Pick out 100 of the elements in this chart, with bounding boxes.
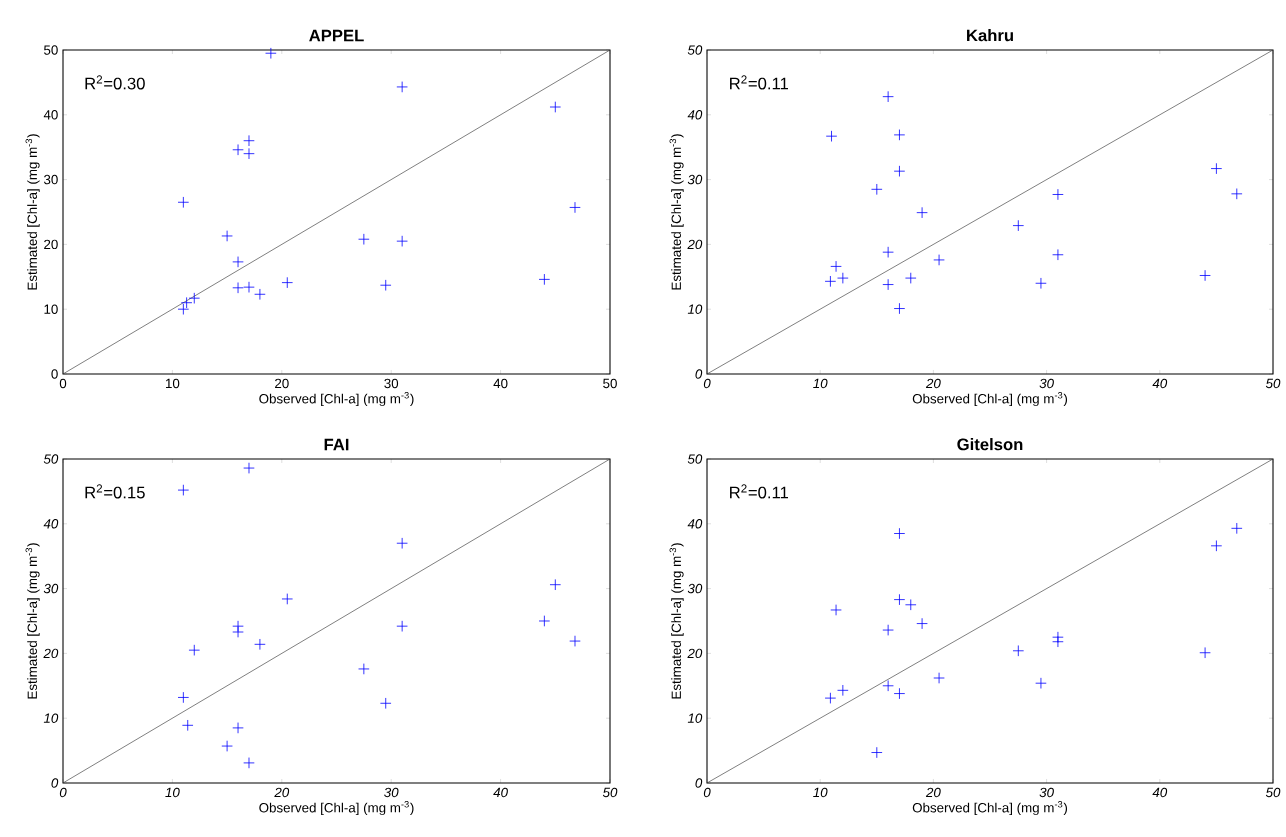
point (933, 672, 945, 684)
y-tick-label: 20 (43, 648, 59, 659)
y-tick-label: 20 (687, 239, 703, 250)
y-tick-label: 10 (687, 304, 703, 314)
point (232, 256, 244, 268)
y-tick-label: 20 (44, 239, 58, 250)
point (549, 578, 562, 591)
y-tick-label: 40 (687, 110, 703, 120)
point (243, 281, 255, 293)
point (221, 230, 233, 242)
point (569, 635, 581, 647)
point (1231, 522, 1243, 535)
y-tick-label: 50 (687, 454, 703, 464)
x-axis-title: Observed [Chl-a] (mg m$^{-3}$) (259, 800, 414, 816)
x-tick-label: 10 (166, 378, 180, 389)
point (281, 593, 294, 605)
x-tick-label: 0 (59, 787, 67, 798)
y-tick-label: 50 (43, 454, 59, 464)
x-tick-label: 20 (275, 378, 289, 389)
y-tick-label: 30 (687, 174, 703, 185)
point (916, 206, 928, 219)
x-axis-title: Observed [Chl-a] (mg m$^{-3}$) (259, 391, 414, 407)
x-tick-label: 30 (1039, 787, 1054, 798)
point (177, 303, 190, 315)
point (396, 235, 408, 247)
point (882, 90, 894, 103)
annotation: R$^{2}$=0.15 (85, 484, 145, 499)
annotation: R$^{2}$=0.11 (730, 484, 788, 499)
x-tick-label: 50 (603, 378, 617, 389)
point (232, 722, 244, 734)
point (243, 757, 255, 769)
point (893, 165, 906, 177)
x-axis-title: Observed [Chl-a] (mg m$^{-3}$) (912, 800, 1068, 816)
x-tick-label: 0 (703, 787, 711, 798)
point (893, 593, 906, 606)
annotation: R$^{2}$=0.11 (730, 75, 788, 90)
x-tick-label: 50 (602, 787, 618, 798)
point (905, 272, 917, 284)
y-tick-label: 50 (44, 45, 58, 55)
x-tick-label: 40 (1152, 787, 1168, 798)
point (1231, 188, 1243, 200)
x-tick-label: 30 (1039, 378, 1054, 389)
chart-title: Kahru (967, 29, 1013, 42)
y-axis-title: Estimated [Chl-a] (mg m$^{-3}$) (669, 543, 684, 699)
point (243, 147, 255, 160)
point (905, 599, 917, 611)
point (1052, 249, 1064, 261)
point (243, 134, 255, 147)
point (837, 684, 849, 697)
x-tick-label: 20 (274, 787, 290, 798)
point (1012, 645, 1025, 657)
point (1052, 635, 1064, 648)
x-tick-label: 0 (703, 378, 711, 389)
point (254, 638, 266, 651)
point (882, 278, 894, 291)
y-tick-label: 40 (43, 519, 59, 529)
point (188, 292, 201, 304)
point (916, 617, 928, 630)
y-tick-label: 30 (43, 583, 59, 594)
point (1012, 219, 1025, 232)
point (893, 687, 906, 700)
x-tick-label: 30 (384, 787, 399, 798)
x-axis-title: Observed [Chl-a] (mg m$^{-3}$) (912, 391, 1068, 407)
point (825, 130, 838, 142)
point (538, 615, 551, 627)
point (188, 644, 201, 656)
point (221, 740, 233, 752)
point (396, 620, 408, 632)
y-tick-label: 10 (44, 304, 58, 314)
point (380, 697, 392, 710)
point (358, 233, 370, 245)
y-tick-label: 10 (687, 713, 703, 723)
point (254, 288, 266, 301)
x-tick-label: 20 (925, 787, 941, 798)
point (396, 537, 408, 549)
point (1035, 277, 1047, 289)
chart-title: Gitelson (957, 438, 1023, 451)
point (882, 246, 894, 258)
point (380, 279, 392, 291)
point (1052, 188, 1064, 201)
x-tick-label: 30 (384, 378, 399, 389)
point (830, 604, 842, 616)
point (1210, 540, 1223, 552)
y-tick-label: 0 (695, 778, 703, 788)
point (569, 201, 581, 214)
point (1210, 162, 1223, 175)
y-tick-label: 20 (687, 648, 703, 659)
x-tick-label: 10 (813, 787, 828, 798)
x-tick-label: 50 (1265, 378, 1281, 389)
point (538, 273, 551, 286)
point (882, 680, 894, 692)
x-tick-label: 40 (1152, 378, 1168, 389)
point (180, 296, 193, 309)
x-tick-label: 10 (813, 378, 828, 389)
point (243, 462, 255, 474)
point (265, 47, 277, 59)
y-tick-label: 10 (43, 713, 59, 723)
x-tick-label: 40 (493, 378, 508, 389)
point (1199, 269, 1211, 282)
point (281, 276, 294, 289)
